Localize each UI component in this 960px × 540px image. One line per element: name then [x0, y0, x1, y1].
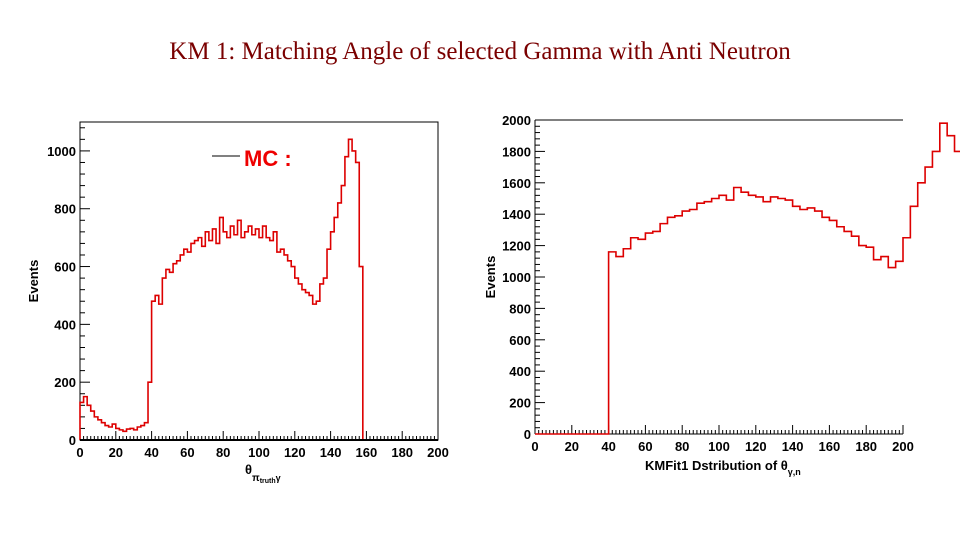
x-axis-title: θπtruthγ — [245, 462, 281, 485]
y-axis-title: Events — [483, 256, 498, 299]
y-tick-label: 600 — [54, 260, 76, 275]
histogram-series-line — [535, 122, 960, 435]
x-tick-label: 20 — [109, 445, 123, 460]
x-tick-label: 100 — [708, 439, 730, 454]
y-tick-label: 0 — [69, 433, 76, 448]
y-tick-label: 0 — [524, 427, 531, 442]
x-tick-label: 160 — [819, 439, 841, 454]
x-tick-label: 140 — [782, 439, 804, 454]
chart-right-kmfit-histogram: 0 200 400 600 800 1000 1200 1400 1600 1800 2000 0 20… — [483, 113, 960, 477]
y-tick-label: 1200 — [502, 239, 531, 254]
y-tick-label: 1000 — [502, 270, 531, 285]
legend-label: MC : — [244, 146, 292, 171]
x-tick-label: 0 — [76, 445, 83, 460]
y-tick-label: 200 — [509, 396, 531, 411]
y-tick-label: 1600 — [502, 176, 531, 191]
y-tick-label: 2000 — [502, 113, 531, 128]
histogram-series-line — [79, 138, 367, 441]
x-tick-label: 20 — [565, 439, 579, 454]
y-tick-label: 1800 — [502, 144, 531, 159]
x-tick-label: 80 — [675, 439, 689, 454]
x-tick-label: 180 — [391, 445, 413, 460]
x-tick-label: 100 — [248, 445, 270, 460]
x-tick-label: 140 — [320, 445, 342, 460]
x-tick-label: 160 — [356, 445, 378, 460]
x-tick-label: 80 — [216, 445, 230, 460]
slide-title: KM 1: Matching Angle of selected Gamma w… — [169, 38, 791, 65]
y-tick-label: 400 — [509, 364, 531, 379]
x-tick-label: 200 — [892, 439, 914, 454]
x-tick-label: 60 — [180, 445, 194, 460]
chart-left-mc-histogram: 0 200 400 600 800 1000 0 20 40 60 80 100 120 140 160 18… — [26, 121, 449, 485]
x-tick-label: 0 — [531, 439, 538, 454]
y-tick-label: 800 — [54, 202, 76, 217]
x-tick-label: 120 — [745, 439, 767, 454]
y-tick-label: 1000 — [47, 144, 76, 159]
y-axis-title: Events — [26, 260, 41, 303]
y-tick-label: 1400 — [502, 207, 531, 222]
y-tick-label: 800 — [509, 301, 531, 316]
x-tick-label: 200 — [427, 445, 449, 460]
x-tick-label: 60 — [638, 439, 652, 454]
y-tick-label: 600 — [509, 333, 531, 348]
x-tick-label: 40 — [144, 445, 158, 460]
x-tick-label: 120 — [284, 445, 306, 460]
y-tick-label: 400 — [54, 317, 76, 332]
y-tick-label: 200 — [54, 375, 76, 390]
x-axis-title: KMFit1 Dstribution of θγ,n — [645, 458, 801, 477]
x-tick-label: 40 — [601, 439, 615, 454]
x-tick-label: 180 — [855, 439, 877, 454]
